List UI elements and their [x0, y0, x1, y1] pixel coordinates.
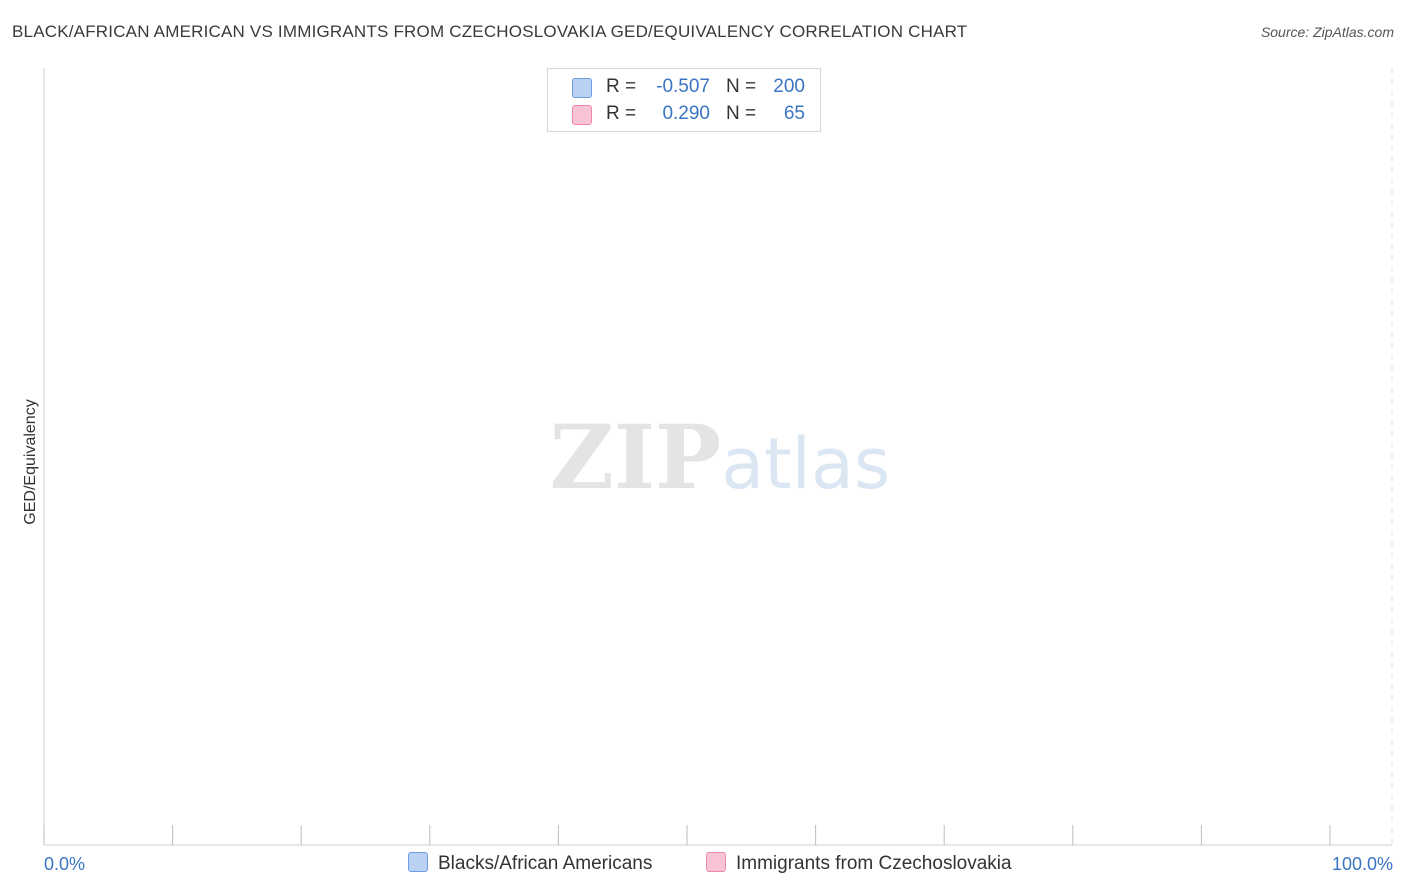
legend-r-label: R =: [606, 103, 637, 124]
legend-swatch-czech: [572, 105, 592, 125]
legend: R = -0.507 N = 200 R = 0.290 N = 65: [547, 68, 821, 132]
legend-row-czech: R = 0.290 N = 65: [548, 101, 820, 127]
bottom-legend-blacks: Blacks/African Americans: [408, 852, 652, 875]
legend-r-value: 0.290: [662, 103, 710, 124]
legend-r-label: R =: [606, 76, 637, 97]
grid-lines: [1391, 68, 1393, 845]
x-tick-label: 100.0%: [1332, 854, 1393, 874]
chart-title: BLACK/AFRICAN AMERICAN VS IMMIGRANTS FRO…: [12, 22, 968, 41]
bottom-legend-swatch-blacks: [408, 852, 428, 872]
legend-n-label: N =: [726, 103, 757, 124]
bottom-legend-label-blacks: Blacks/African Americans: [438, 853, 653, 874]
source-credit: Source: ZipAtlas.com: [1260, 24, 1394, 40]
bottom-legend-label-czech: Immigrants from Czechoslovakia: [736, 853, 1012, 874]
legend-r-value: -0.507: [656, 76, 710, 97]
axes: [43, 68, 1392, 846]
watermark-zip: ZIP: [550, 405, 722, 509]
legend-n-value: 65: [783, 103, 805, 124]
legend-n-label: N =: [726, 76, 757, 97]
legend-n-value: 200: [773, 76, 805, 97]
watermark: ZIPatlas: [550, 405, 891, 509]
bottom-legend-czech: Immigrants from Czechoslovakia: [706, 852, 1012, 875]
bottom-legend-swatch-czech: [706, 852, 726, 872]
tick-labels: 70.0%80.0%90.0%100.0%0.0%100.0%: [44, 854, 1393, 874]
legend-swatch-blacks: [572, 78, 592, 98]
legend-row-blacks: R = -0.507 N = 200: [548, 74, 820, 100]
watermark-atlas: atlas: [721, 423, 890, 505]
y-axis-label: GED/Equivalency: [22, 399, 39, 524]
x-tick-label: 0.0%: [44, 854, 85, 874]
